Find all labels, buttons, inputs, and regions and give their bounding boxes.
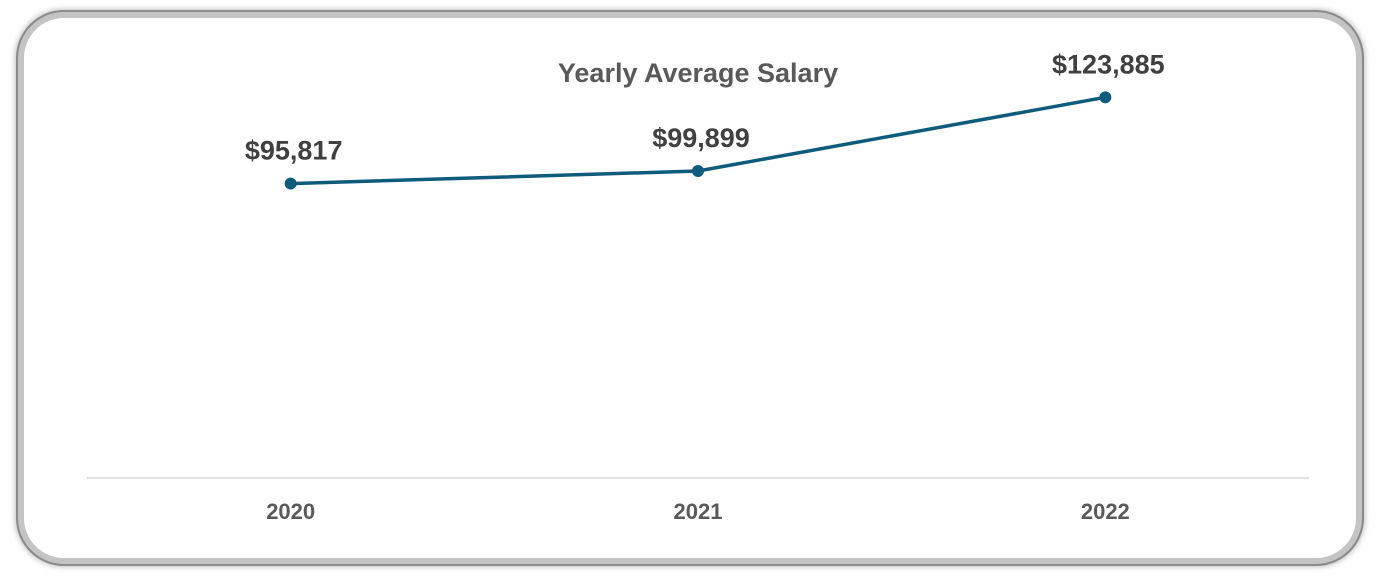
- data-point-2022: [1099, 91, 1112, 104]
- x-tick-label-2022: 2022: [1081, 499, 1130, 524]
- chart-card: [18, 12, 1362, 564]
- data-label-2022: $123,885: [1052, 49, 1165, 79]
- x-axis-ticks: 2020 2021 2022: [266, 499, 1130, 524]
- x-tick-label-2020: 2020: [266, 499, 315, 524]
- x-tick-label-2021: 2021: [674, 499, 723, 524]
- data-point-2021: [692, 165, 704, 178]
- chart-title: Yearly Average Salary: [558, 58, 838, 88]
- data-label-2021: $99,899: [652, 123, 750, 153]
- data-label-2020: $95,817: [245, 136, 343, 166]
- series-layer: $95,817 $99,899 $123,885: [245, 49, 1165, 190]
- data-point-2020: [284, 177, 297, 190]
